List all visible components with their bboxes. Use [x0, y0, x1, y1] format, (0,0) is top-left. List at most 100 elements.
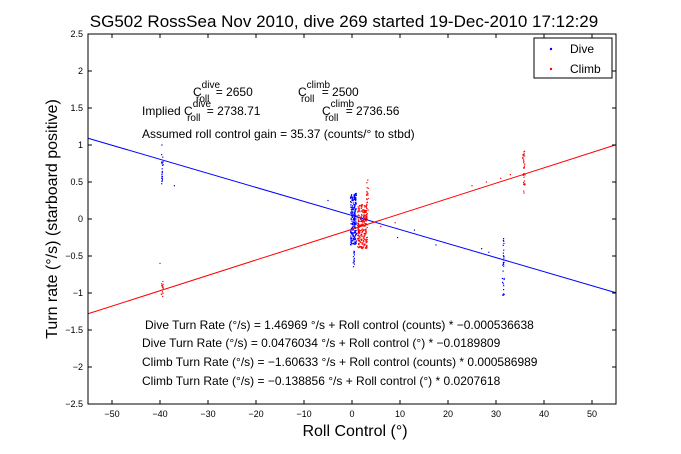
data-point [350, 223, 352, 225]
data-point [162, 286, 164, 288]
data-point [357, 210, 359, 213]
data-point [354, 231, 356, 234]
data-point [353, 214, 355, 216]
data-point [358, 210, 360, 212]
data-point [523, 166, 525, 168]
data-point [357, 214, 359, 216]
data-point [352, 262, 354, 264]
data-point [355, 240, 357, 242]
data-point [350, 206, 352, 208]
data-point [353, 257, 355, 260]
data-point [523, 181, 525, 183]
data-point [354, 238, 356, 241]
data-point [351, 206, 353, 209]
data-point [352, 238, 354, 240]
data-point [363, 245, 365, 247]
legend: Dive Climb [533, 37, 613, 79]
data-point [361, 215, 363, 217]
data-point [351, 194, 353, 196]
data-point [353, 259, 355, 261]
data-point [359, 237, 361, 239]
data-point [354, 226, 356, 229]
data-point [162, 287, 164, 289]
data-point [161, 144, 163, 146]
fit-line-dive [87, 137, 617, 294]
data-point [501, 277, 503, 280]
data-point [353, 239, 355, 241]
data-point [413, 229, 415, 231]
data-point [523, 176, 525, 178]
data-point [161, 285, 164, 287]
data-point [350, 195, 352, 197]
data-point [357, 215, 359, 217]
data-point [361, 235, 363, 237]
data-point [503, 261, 505, 263]
data-point [161, 173, 163, 176]
data-point [351, 205, 354, 207]
data-point [364, 214, 366, 216]
data-point [365, 241, 367, 243]
data-point [162, 156, 164, 158]
y-tick-label: −0.5 [65, 251, 83, 261]
data-point [350, 232, 352, 234]
data-point [355, 223, 357, 225]
data-point [352, 219, 354, 221]
data-point [360, 217, 362, 219]
data-point [363, 218, 365, 221]
data-point [351, 232, 353, 234]
data-point [362, 220, 365, 222]
data-point [366, 198, 368, 200]
data-point [354, 219, 356, 221]
data-point [362, 216, 364, 219]
data-point [362, 209, 364, 211]
data-point [352, 213, 354, 215]
data-point [359, 246, 361, 248]
data-point [353, 223, 356, 225]
data-point [362, 246, 365, 248]
data-point [352, 240, 354, 242]
data-point [361, 231, 363, 234]
data-point [354, 197, 356, 199]
legend-box [533, 37, 613, 79]
data-point [359, 220, 361, 222]
data-point [351, 209, 353, 211]
data-point [380, 225, 382, 227]
data-point [366, 187, 368, 189]
data-point [366, 191, 368, 193]
data-point [365, 242, 367, 244]
y-tick-label: −2 [73, 362, 83, 372]
y-tick-label: −1.5 [65, 325, 83, 335]
y-tick-label: −2.5 [65, 399, 83, 409]
data-point [364, 206, 366, 208]
annotation-equation-climb-counts: Climb Turn Rate (°/s) = −1.60633 °/s + R… [142, 355, 538, 369]
data-point [361, 224, 363, 226]
data-point [327, 199, 329, 202]
data-point [365, 216, 367, 219]
x-tick-label: −10 [296, 409, 311, 419]
data-point [353, 207, 355, 209]
y-tick-label: 1.5 [70, 103, 83, 113]
data-point [357, 223, 360, 225]
data-point [502, 293, 505, 295]
data-point [162, 164, 164, 166]
annotation-equation-dive-counts: Dive Turn Rate (°/s) = 1.46969 °/s + Rol… [145, 318, 534, 332]
y-axis-label: Turn rate (°/s) (starboard positive) [44, 99, 61, 339]
data-point [357, 230, 359, 232]
data-point [351, 199, 353, 202]
data-point [354, 213, 356, 215]
data-point [360, 235, 362, 237]
data-point [524, 155, 526, 157]
data-point [523, 159, 525, 161]
data-point [362, 211, 364, 213]
data-point [161, 161, 163, 163]
data-point [367, 179, 369, 181]
data-point [350, 227, 352, 229]
data-point [354, 237, 356, 239]
data-point [523, 184, 526, 186]
data-point [355, 208, 357, 210]
data-point [502, 264, 504, 266]
data-point [366, 194, 368, 196]
data-point [354, 225, 356, 227]
data-point [161, 171, 163, 173]
